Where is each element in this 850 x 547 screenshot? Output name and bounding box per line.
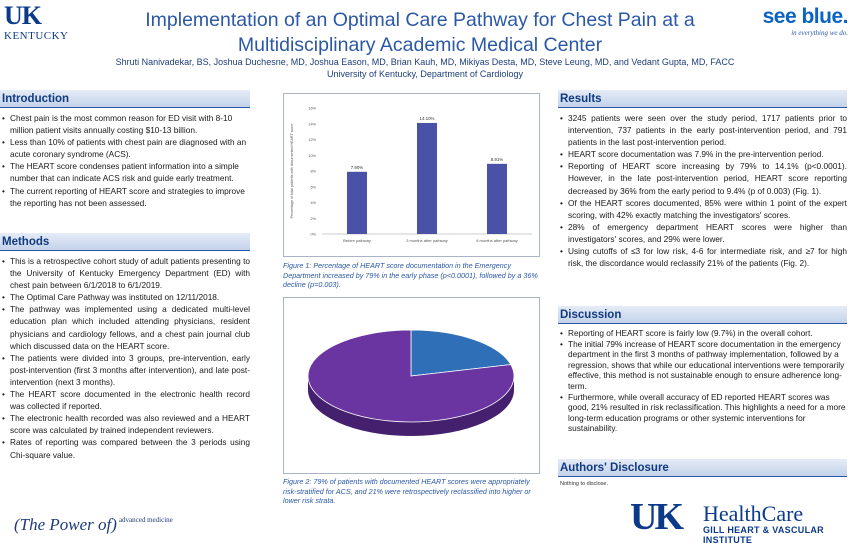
bar xyxy=(417,122,437,234)
y-tick-label: 2% xyxy=(311,217,317,221)
pie-label-accurate: Patients acurately clasified into their ACS… xyxy=(292,413,325,447)
discussion-section: Discussion Reporting of HEART score is f… xyxy=(558,306,847,434)
bar xyxy=(487,163,507,234)
y-tick-label: 6% xyxy=(311,185,317,189)
disclosure-text: Nothing to disclose. xyxy=(560,481,608,487)
list-item: HEART score documentation was 7.9% in th… xyxy=(560,148,847,160)
introduction-list: Chest pain is the most common reason for… xyxy=(0,112,250,209)
methods-section: Methods This is a retrospective cohort s… xyxy=(0,233,250,461)
title-line-1: Implementation of an Optimal Care Pathwa… xyxy=(145,9,695,31)
disclosure-heading: Authors' Disclosure xyxy=(558,459,847,477)
list-item: Less than 10% of patients with chest pai… xyxy=(2,136,250,160)
list-item: Reporting of HEART score is fairly low (… xyxy=(560,328,847,339)
uk-logo-word: KENTUCKY xyxy=(4,30,69,42)
pie-slice xyxy=(410,329,512,377)
y-tick-label: 10% xyxy=(308,154,316,158)
healthcare-uk-mark: UK xyxy=(630,496,684,538)
seeblue-logo: see blue. in everything we do. xyxy=(748,5,849,38)
pie-chart-frame: Patients requiring retrospective reclassif… xyxy=(283,297,540,474)
list-item: The HEART score condenses patient inform… xyxy=(2,160,250,184)
list-item: This is a retrospective cohort study of … xyxy=(2,255,250,291)
list-item: 3245 patients were seen over the study p… xyxy=(560,112,847,148)
list-item: The current reporting of HEART score and… xyxy=(2,185,250,209)
methods-list: This is a retrospective cohort study of … xyxy=(0,255,250,461)
results-section: Results 3245 patients were seen over the… xyxy=(558,90,847,269)
list-item: Of the HEART scores documented, 85% were… xyxy=(560,197,847,221)
institute-line-2: INSTITUTE xyxy=(703,534,753,545)
x-tick-label: 3 months after pathway xyxy=(406,238,448,243)
bar xyxy=(347,171,367,234)
author-list: Shruti Nanivadekar, BS, Joshua Duchesne,… xyxy=(115,57,735,67)
introduction-heading: Introduction xyxy=(0,90,250,108)
figure-2-caption: Figure 2: 79% of patients with documente… xyxy=(283,477,531,505)
introduction-section: Introduction Chest pain is the most comm… xyxy=(0,90,250,209)
list-item: The pathway was implemented using a dedi… xyxy=(2,303,250,351)
y-tick-label: 4% xyxy=(311,201,317,205)
list-item: The patients were divided into 3 groups,… xyxy=(2,352,250,388)
list-item: Chest pain is the most common reason for… xyxy=(2,112,250,136)
list-item: Reporting of HEART score increasing by 7… xyxy=(560,160,847,196)
institute-name: GILL HEART & VASCULAR INSTITUTE xyxy=(703,525,824,545)
power-sup: advanced medicine xyxy=(118,516,173,524)
list-item: The initial 79% increase of HEART score … xyxy=(560,339,847,392)
pie-label-reclassified: Patients requiring retrospective reclassif… xyxy=(459,304,502,338)
y-tick-label: 8% xyxy=(311,170,317,174)
x-tick-label: Before pathway xyxy=(343,238,371,243)
list-item: Rates of reporting was compared between … xyxy=(2,436,250,460)
bar-value-label: 8.91% xyxy=(491,157,504,162)
discussion-list: Reporting of HEART score is fairly low (… xyxy=(558,328,847,434)
x-tick-label: 6 months after pathway xyxy=(476,238,518,243)
y-tick-label: 0% xyxy=(311,233,317,237)
power-of-advanced-medicine: (The Power of) advanced medicine xyxy=(14,515,173,535)
y-axis-label: Percentage of total patients with docume… xyxy=(290,124,294,219)
disclosure-section: Authors' Disclosure Nothing to disclose. xyxy=(558,459,847,487)
seeblue-wordmark: see blue. xyxy=(762,5,849,28)
title-line-2: Multidisciplinary Academic Medical Cente… xyxy=(237,34,603,56)
list-item: 28% of emergency department HEART scores… xyxy=(560,221,847,245)
bar-chart-frame: 0% 2% 4% 6% 8% 10% 12% 14% 16% Percentage of tota… xyxy=(283,93,540,257)
list-item: The Optimal Care Pathway was instituted … xyxy=(2,291,250,303)
uk-healthcare-logo: UK HealthCare GILL HEART & VASCULAR INST… xyxy=(618,497,850,547)
methods-heading: Methods xyxy=(0,233,250,251)
y-tick-label: 16% xyxy=(308,107,316,111)
poster-title: Implementation of an Optimal Care Pathwa… xyxy=(120,8,720,58)
affiliation: University of Kentucky, Department of Ca… xyxy=(327,69,523,79)
pie-slice-side xyxy=(308,376,514,436)
results-list: 3245 patients were seen over the study p… xyxy=(558,112,847,269)
y-tick-label: 14% xyxy=(308,122,316,126)
pie-slice xyxy=(307,329,515,423)
healthcare-name: HealthCare xyxy=(703,501,804,526)
uk-logo: UK KENTUCKY xyxy=(4,1,74,46)
bar-chart: 0% 2% 4% 6% 8% 10% 12% 14% 16% Percentage of tota… xyxy=(290,107,532,243)
seeblue-tagline: in everything we do. xyxy=(791,29,848,37)
list-item: Using cutoffs of ≤3 for low risk, 4-6 fo… xyxy=(560,245,847,269)
list-item: The electronic health recorded was also … xyxy=(2,412,250,436)
list-item: The HEART score documented in the electr… xyxy=(2,388,250,412)
uk-logo-mark: UK xyxy=(4,1,42,30)
discussion-heading: Discussion xyxy=(558,306,847,324)
y-tick-label: 12% xyxy=(308,138,316,142)
results-heading: Results xyxy=(558,90,847,108)
pie-chart: Patients requiring retrospective reclassif… xyxy=(292,304,515,447)
bar-value-label: 14.10% xyxy=(420,116,435,121)
institute-line-1: GILL HEART & VASCULAR xyxy=(703,525,824,535)
list-item: Furthermore, while overall accuracy of E… xyxy=(560,392,847,434)
bar-value-label: 7.90% xyxy=(351,165,364,170)
power-main: (The Power of) xyxy=(14,515,117,534)
figure-1-caption: Figure 1: Percentage of HEART score docu… xyxy=(283,261,538,289)
